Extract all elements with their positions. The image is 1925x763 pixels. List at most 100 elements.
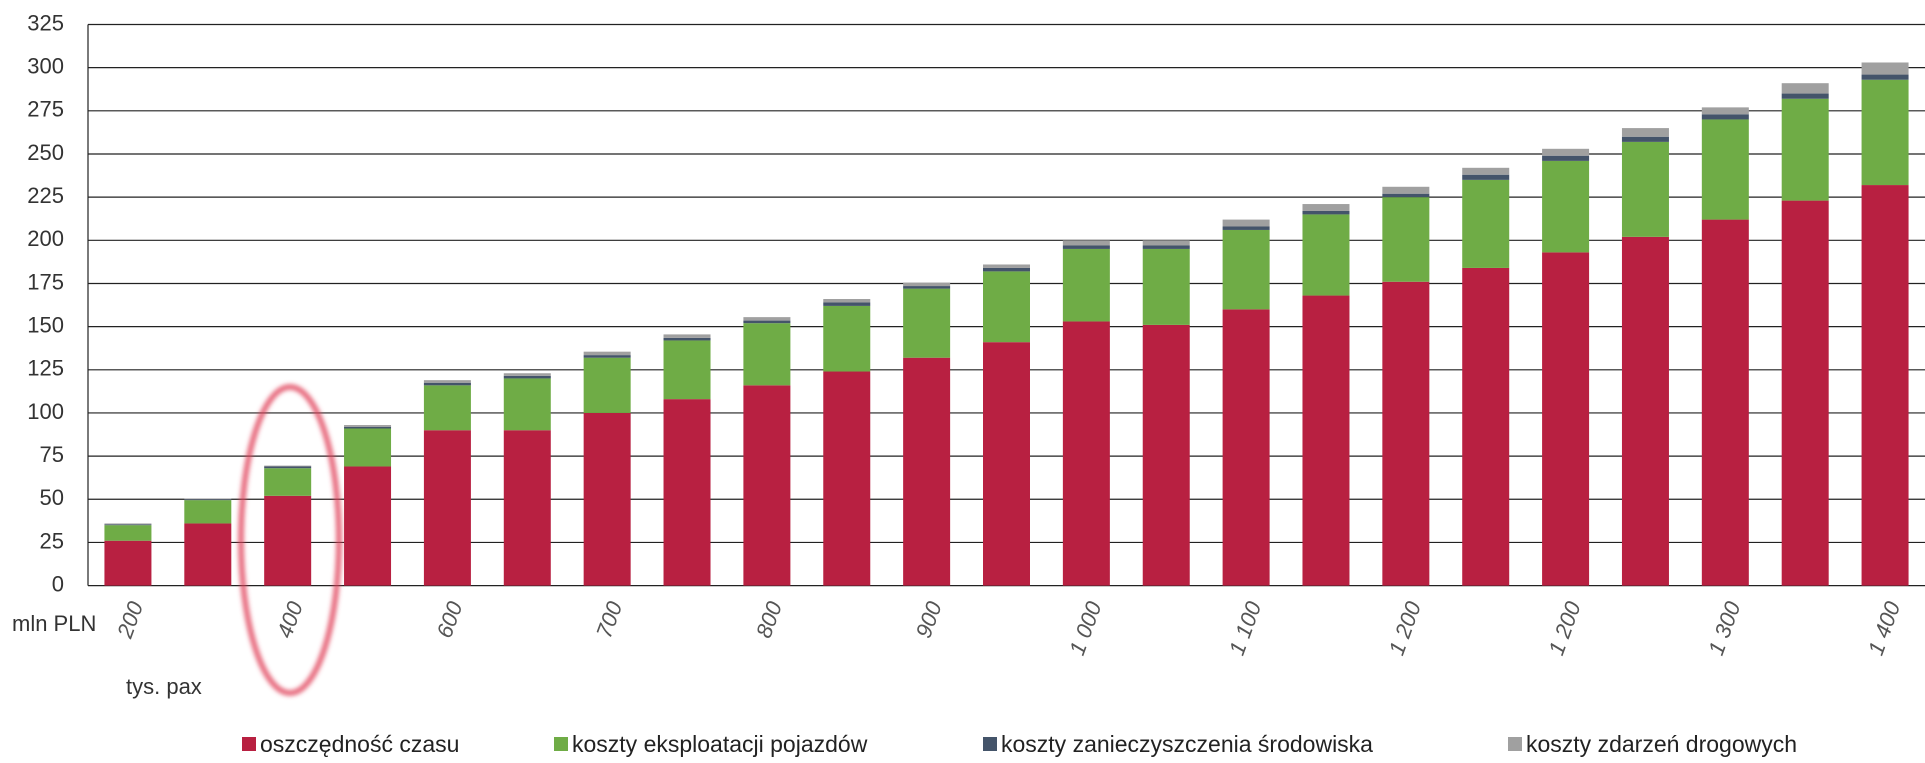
highlight-ellipse [238,384,342,696]
x-tick-label: 400 [272,597,308,641]
bar-segment [184,523,232,586]
bar-segment [903,286,951,289]
bar-segment [1462,267,1510,586]
bar-segment [1222,229,1270,310]
bar-segment [1542,148,1590,156]
x-tick-label: 700 [591,597,627,641]
x-tick-label: 1 300 [1703,597,1746,658]
y-tick-label: 225 [27,183,64,208]
bar-segment [184,499,232,501]
legend-label: koszty zdarzeń drogowych [1526,731,1797,757]
bar-segment [663,334,711,338]
legend-swatch [983,737,997,751]
bar-segment [983,264,1030,268]
y-tick-label: 325 [27,10,64,35]
bar-segment [1621,141,1669,237]
legend-label: oszczędność czasu [260,731,459,757]
bar-segment [1142,248,1190,325]
bar-segment [743,323,791,386]
x-tick-label: 200 [112,597,149,642]
y-tick-label: 50 [40,485,64,510]
bar-segment [423,382,471,386]
bar-segment [1302,210,1350,215]
bar-segment [1062,240,1110,246]
bar-segment [1621,136,1669,142]
bar-segment [1062,248,1110,322]
bar-segment [104,523,152,525]
x-tick-label: 1 000 [1064,597,1107,658]
bar-segment [503,378,551,431]
bar-segment [583,351,631,356]
bar-segment [1222,219,1270,227]
bar-segment [1861,74,1909,80]
bar-segment [823,305,871,372]
bar-segment [823,371,871,586]
bar-segment [1222,226,1270,230]
bar-segment [983,267,1030,272]
bar-segment [423,430,471,586]
bar-segment [1462,167,1510,175]
bar-segment [1062,321,1110,586]
legend-label: koszty eksploatacji pojazdów [572,731,868,757]
bar-segment [264,495,312,586]
bar-segment [1701,219,1749,586]
bar-segment [104,540,152,586]
bar-segment [264,465,312,467]
bar-segment [1542,252,1590,586]
x-tick-label: 900 [911,597,947,641]
y-tick-label: 25 [40,528,64,553]
bar-segment [1701,107,1749,115]
bar-segment [344,428,392,467]
x-tick-label: 1 400 [1863,597,1906,658]
bar-segment [903,282,951,287]
bar-segment [1302,214,1350,296]
bar-segment [1861,185,1909,586]
bar-segment [663,399,711,586]
bar-segment [1701,119,1749,220]
y-unit: mln PLN [12,611,96,636]
bar-segment [264,466,312,469]
bar-segment [1542,160,1590,253]
bar-segment [583,357,631,413]
legend-swatch [242,737,256,751]
bar-segment [583,355,631,358]
bar-segment [1781,98,1829,201]
bar-segment [663,340,711,400]
bar-segment [1701,114,1749,120]
bar-segment [423,385,471,431]
bar-segment [583,412,631,586]
y-tick-label: 150 [27,312,64,337]
bar-segment [1861,79,1909,186]
legend-swatch [1508,737,1522,751]
y-tick-label: 300 [27,53,64,78]
bar-segment [663,337,711,341]
bar-segment [104,524,152,526]
bar-segment [184,500,232,524]
bar-segment [503,430,551,586]
bar-segment [1222,309,1270,586]
bar-segment [1142,324,1190,586]
bar-segment [743,385,791,586]
y-tick-label: 200 [27,226,64,251]
bar-segment [983,342,1030,586]
bar-segment [1542,155,1590,161]
bar-segment [1302,295,1350,586]
y-tick-label: 275 [27,97,64,122]
bar-segment [823,299,871,303]
legend-swatch [554,737,568,751]
bar-segment [1462,179,1510,268]
bar-segment [1781,200,1829,586]
bar-segment [743,317,791,321]
bar-segment [264,468,312,496]
bar-segment [903,357,951,586]
bar-segment [503,375,551,379]
bar-segment [503,373,551,376]
x-tick-label: 800 [751,597,787,641]
x-tick-label: 1 200 [1543,597,1586,658]
bar-segment [1382,186,1430,194]
bar-segment [1781,93,1829,99]
x-tick-label: 1 100 [1224,597,1267,658]
bar-segment [1142,245,1190,249]
bar-segment [1142,240,1190,246]
